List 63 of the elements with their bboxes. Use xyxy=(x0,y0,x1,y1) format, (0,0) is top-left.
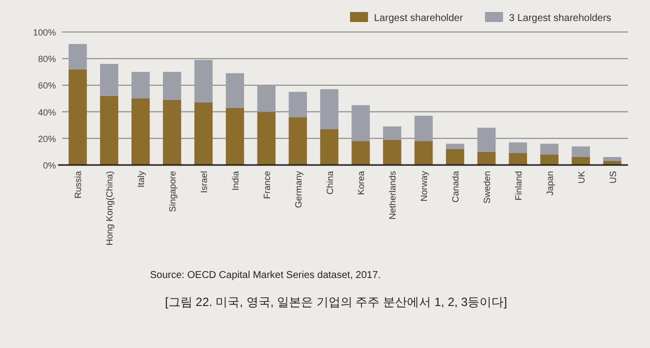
bar xyxy=(68,44,87,70)
bar xyxy=(320,129,338,165)
bar xyxy=(477,152,496,165)
bar xyxy=(508,153,528,165)
y-tick-label: 100% xyxy=(32,28,56,38)
bar xyxy=(414,141,433,165)
y-tick-label: 40% xyxy=(38,107,56,118)
x-tick-label: France xyxy=(262,171,272,200)
bar xyxy=(320,89,338,130)
bar xyxy=(352,105,370,142)
x-tick-label: Hong Kong(China) xyxy=(104,171,115,246)
legend-label: 3 Largest shareholders xyxy=(509,13,612,24)
bar xyxy=(226,73,244,108)
x-tick-label: Singapore xyxy=(168,171,178,212)
bar xyxy=(446,144,464,150)
source-note: Source: OECD Capital Market Series dataset, 2017. xyxy=(150,270,381,281)
y-tick-label: 60% xyxy=(38,80,56,91)
x-tick-label: Japan xyxy=(544,171,555,196)
bar xyxy=(540,154,559,165)
bar xyxy=(131,98,150,165)
x-tick-label: Finland xyxy=(513,171,524,201)
bar xyxy=(540,144,559,154)
bar xyxy=(194,102,213,165)
x-tick-label: China xyxy=(324,171,335,195)
bar xyxy=(288,92,307,118)
bar xyxy=(100,64,118,96)
bar xyxy=(508,142,528,154)
text: [그림 22. 미국, 영국, 일본은 기업의 주주 분산에서 1, 2, 3등이다] xyxy=(165,295,508,309)
x-tick-label: Germany xyxy=(293,170,304,208)
bar xyxy=(162,72,182,100)
y-tick-label: 20% xyxy=(38,134,56,144)
x-tick-label: US xyxy=(608,171,618,184)
y-tick-label: 0% xyxy=(42,160,56,170)
x-tick-label: Russia xyxy=(73,171,84,199)
bar xyxy=(383,126,402,140)
bar xyxy=(446,149,464,165)
bar xyxy=(477,128,496,152)
x-tick-label: Italy xyxy=(136,170,146,188)
bar xyxy=(131,72,150,98)
bar xyxy=(572,146,590,158)
bar xyxy=(100,96,118,165)
bar xyxy=(257,85,276,112)
y-tick-label: 80% xyxy=(38,54,56,64)
bar xyxy=(68,69,87,165)
x-tick-label: Sweden xyxy=(482,171,492,204)
bar xyxy=(194,60,213,102)
bar xyxy=(572,157,590,165)
bar xyxy=(257,112,276,165)
bar xyxy=(288,117,307,165)
bar xyxy=(603,157,622,162)
x-tick-label: Norway xyxy=(419,170,430,202)
x-tick-label: India xyxy=(230,171,240,191)
x-tick-label: Canada xyxy=(450,171,461,203)
bar xyxy=(162,100,182,165)
legend-label: Largest shareholder xyxy=(374,13,464,24)
bar xyxy=(383,140,402,165)
bar xyxy=(226,108,244,165)
x-tick-label: Netherlands xyxy=(388,170,398,220)
x-tick-label: UK xyxy=(576,171,586,184)
x-tick-label: Korea xyxy=(356,171,366,196)
x-tick-label: Israel xyxy=(199,171,209,194)
bar xyxy=(414,116,433,142)
bar xyxy=(352,141,370,165)
